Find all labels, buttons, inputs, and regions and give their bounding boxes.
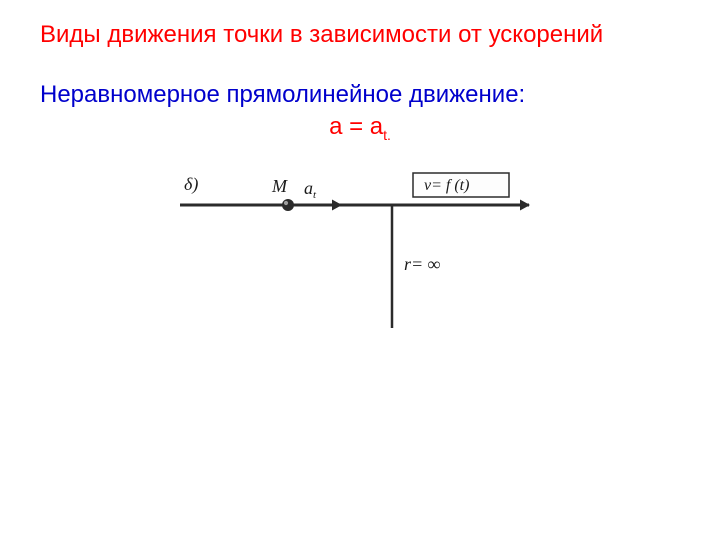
formula: a = at. [0,112,720,144]
formula-subscript: t. [383,127,391,143]
diagram: δ) Mat v= f (t) r= ∞ [170,160,550,340]
slide-title: Виды движения точки в зависимости от уск… [40,20,680,50]
slide-subtitle: Неравномерное прямолинейное движение: [40,80,680,110]
diagram-r-label: r= ∞ [404,254,440,274]
diagram-at-label: at [304,178,317,201]
diagram-panel-label: δ) [184,174,198,195]
diagram-v-label: v= f (t) [424,177,469,194]
slide: Виды движения точки в зависимости от уск… [0,0,720,540]
diagram-svg: δ) Mat v= f (t) r= ∞ [170,160,550,340]
diagram-point-label: M [271,176,288,196]
formula-main: a = a [329,113,383,140]
